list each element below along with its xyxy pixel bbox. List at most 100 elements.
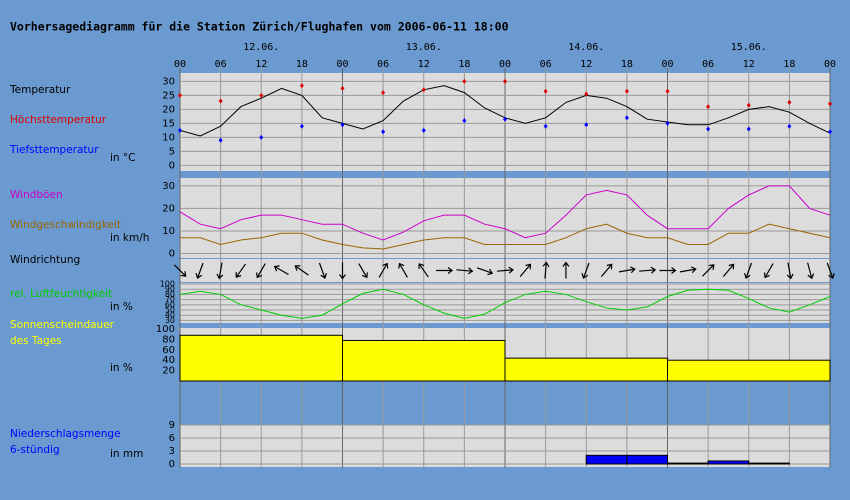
bar — [179, 334, 343, 382]
hour-label: 06 — [702, 59, 714, 70]
data-point — [584, 122, 589, 128]
y-tick-label: 30 — [162, 181, 175, 192]
y-tick-label: 10 — [162, 132, 175, 143]
hour-label: 00 — [336, 59, 348, 70]
wind-arrow — [195, 262, 204, 279]
y-tick-label: 60 — [162, 345, 175, 356]
unit-label: in °C — [110, 152, 136, 164]
wind-arrow — [339, 262, 346, 280]
y-tick-label: 100 — [156, 324, 175, 335]
data-point — [503, 78, 507, 84]
wind-arrow — [702, 264, 715, 277]
y-tick-label: 0 — [169, 248, 175, 259]
y-tick-label: 20 — [162, 104, 175, 115]
data-point — [299, 83, 304, 89]
y-tick-label: 10 — [162, 226, 175, 237]
hour-label: 12 — [580, 59, 592, 70]
data-point — [462, 118, 467, 124]
y-tick-label: 80 — [165, 290, 175, 299]
data-point — [746, 102, 751, 108]
wind-arrow — [235, 263, 247, 278]
data-point — [787, 99, 792, 105]
legend-label: rel. Luftfeuchtigkeit — [10, 288, 113, 300]
data-point — [178, 127, 182, 133]
wind-arrow — [542, 261, 550, 279]
wind-arrow — [659, 267, 677, 274]
y-tick-label: 70 — [165, 295, 175, 304]
data-line — [180, 223, 831, 250]
data-point — [543, 88, 548, 94]
bar — [667, 359, 831, 382]
data-point — [584, 91, 589, 97]
hour-label: 18 — [458, 59, 470, 70]
bar — [342, 339, 506, 382]
hour-label: 12 — [418, 59, 430, 70]
data-point — [421, 127, 426, 133]
unit-label: in mm — [110, 448, 144, 460]
wind-arrow — [519, 263, 532, 278]
legend-label: Windrichtung — [10, 254, 81, 266]
wind-arrow — [618, 266, 636, 274]
data-point — [828, 101, 832, 107]
hour-label: 12 — [743, 59, 755, 70]
hour-label: 06 — [215, 59, 227, 70]
wind-arrow — [398, 262, 408, 278]
data-line — [179, 185, 831, 241]
y-tick-label: 25 — [162, 90, 175, 101]
data-point — [665, 120, 670, 126]
hour-label: 00 — [499, 59, 511, 70]
y-tick-label: 80 — [162, 334, 175, 345]
wind-arrow — [256, 263, 266, 279]
wind-arrow — [358, 263, 369, 279]
data-point — [218, 137, 223, 143]
y-tick-label: 3 — [169, 446, 175, 457]
data-point — [259, 92, 264, 98]
wind-arrow — [418, 263, 429, 278]
wind-arrow — [826, 262, 835, 279]
wind-arrow — [581, 262, 590, 279]
wind-arrow — [763, 263, 774, 279]
y-tick-label: 6 — [169, 433, 175, 444]
y-tick-label: 30 — [165, 316, 175, 325]
data-point — [828, 129, 832, 135]
hour-label: 00 — [824, 59, 836, 70]
bar — [585, 454, 628, 465]
y-tick-label: 90 — [165, 285, 175, 294]
wind-arrow — [562, 261, 570, 279]
legend-label: Windböen — [10, 189, 63, 201]
y-tick-label: 15 — [162, 118, 175, 129]
data-point — [381, 90, 386, 96]
data-point — [259, 134, 264, 140]
wind-arrow — [639, 266, 657, 274]
y-tick-label: 30 — [162, 76, 175, 87]
wind-arrow — [456, 267, 474, 275]
legend-label: Höchsttemperatur — [10, 114, 107, 126]
data-point — [381, 129, 386, 135]
hour-label: 18 — [296, 59, 308, 70]
data-point — [787, 123, 792, 129]
legend-label: Temperatur — [10, 84, 71, 96]
data-point — [503, 116, 507, 122]
legend-label: Tiefsttemperatur — [10, 144, 99, 156]
wind-arrow — [679, 266, 697, 274]
wind-arrow — [318, 262, 327, 279]
data-point — [178, 92, 182, 98]
data-point — [706, 126, 711, 132]
data-point — [624, 115, 629, 121]
day-label: 13.06. — [406, 42, 442, 53]
unit-label: in % — [110, 362, 133, 374]
day-label: 12.06. — [243, 42, 279, 53]
bar — [707, 460, 750, 465]
wind-arrow — [743, 262, 753, 279]
wind-arrow — [600, 263, 613, 278]
y-tick-label: 20 — [162, 366, 175, 377]
wind-arrow — [216, 262, 224, 280]
wind-arrow — [807, 262, 815, 280]
hour-label: 18 — [621, 59, 633, 70]
chart-title: Vorhersagediagramm für die Station Züric… — [10, 20, 509, 34]
y-tick-label: 20 — [162, 203, 175, 214]
wind-arrow — [496, 266, 514, 274]
legend-label: Sonnenscheindauer des Tages — [10, 319, 114, 347]
